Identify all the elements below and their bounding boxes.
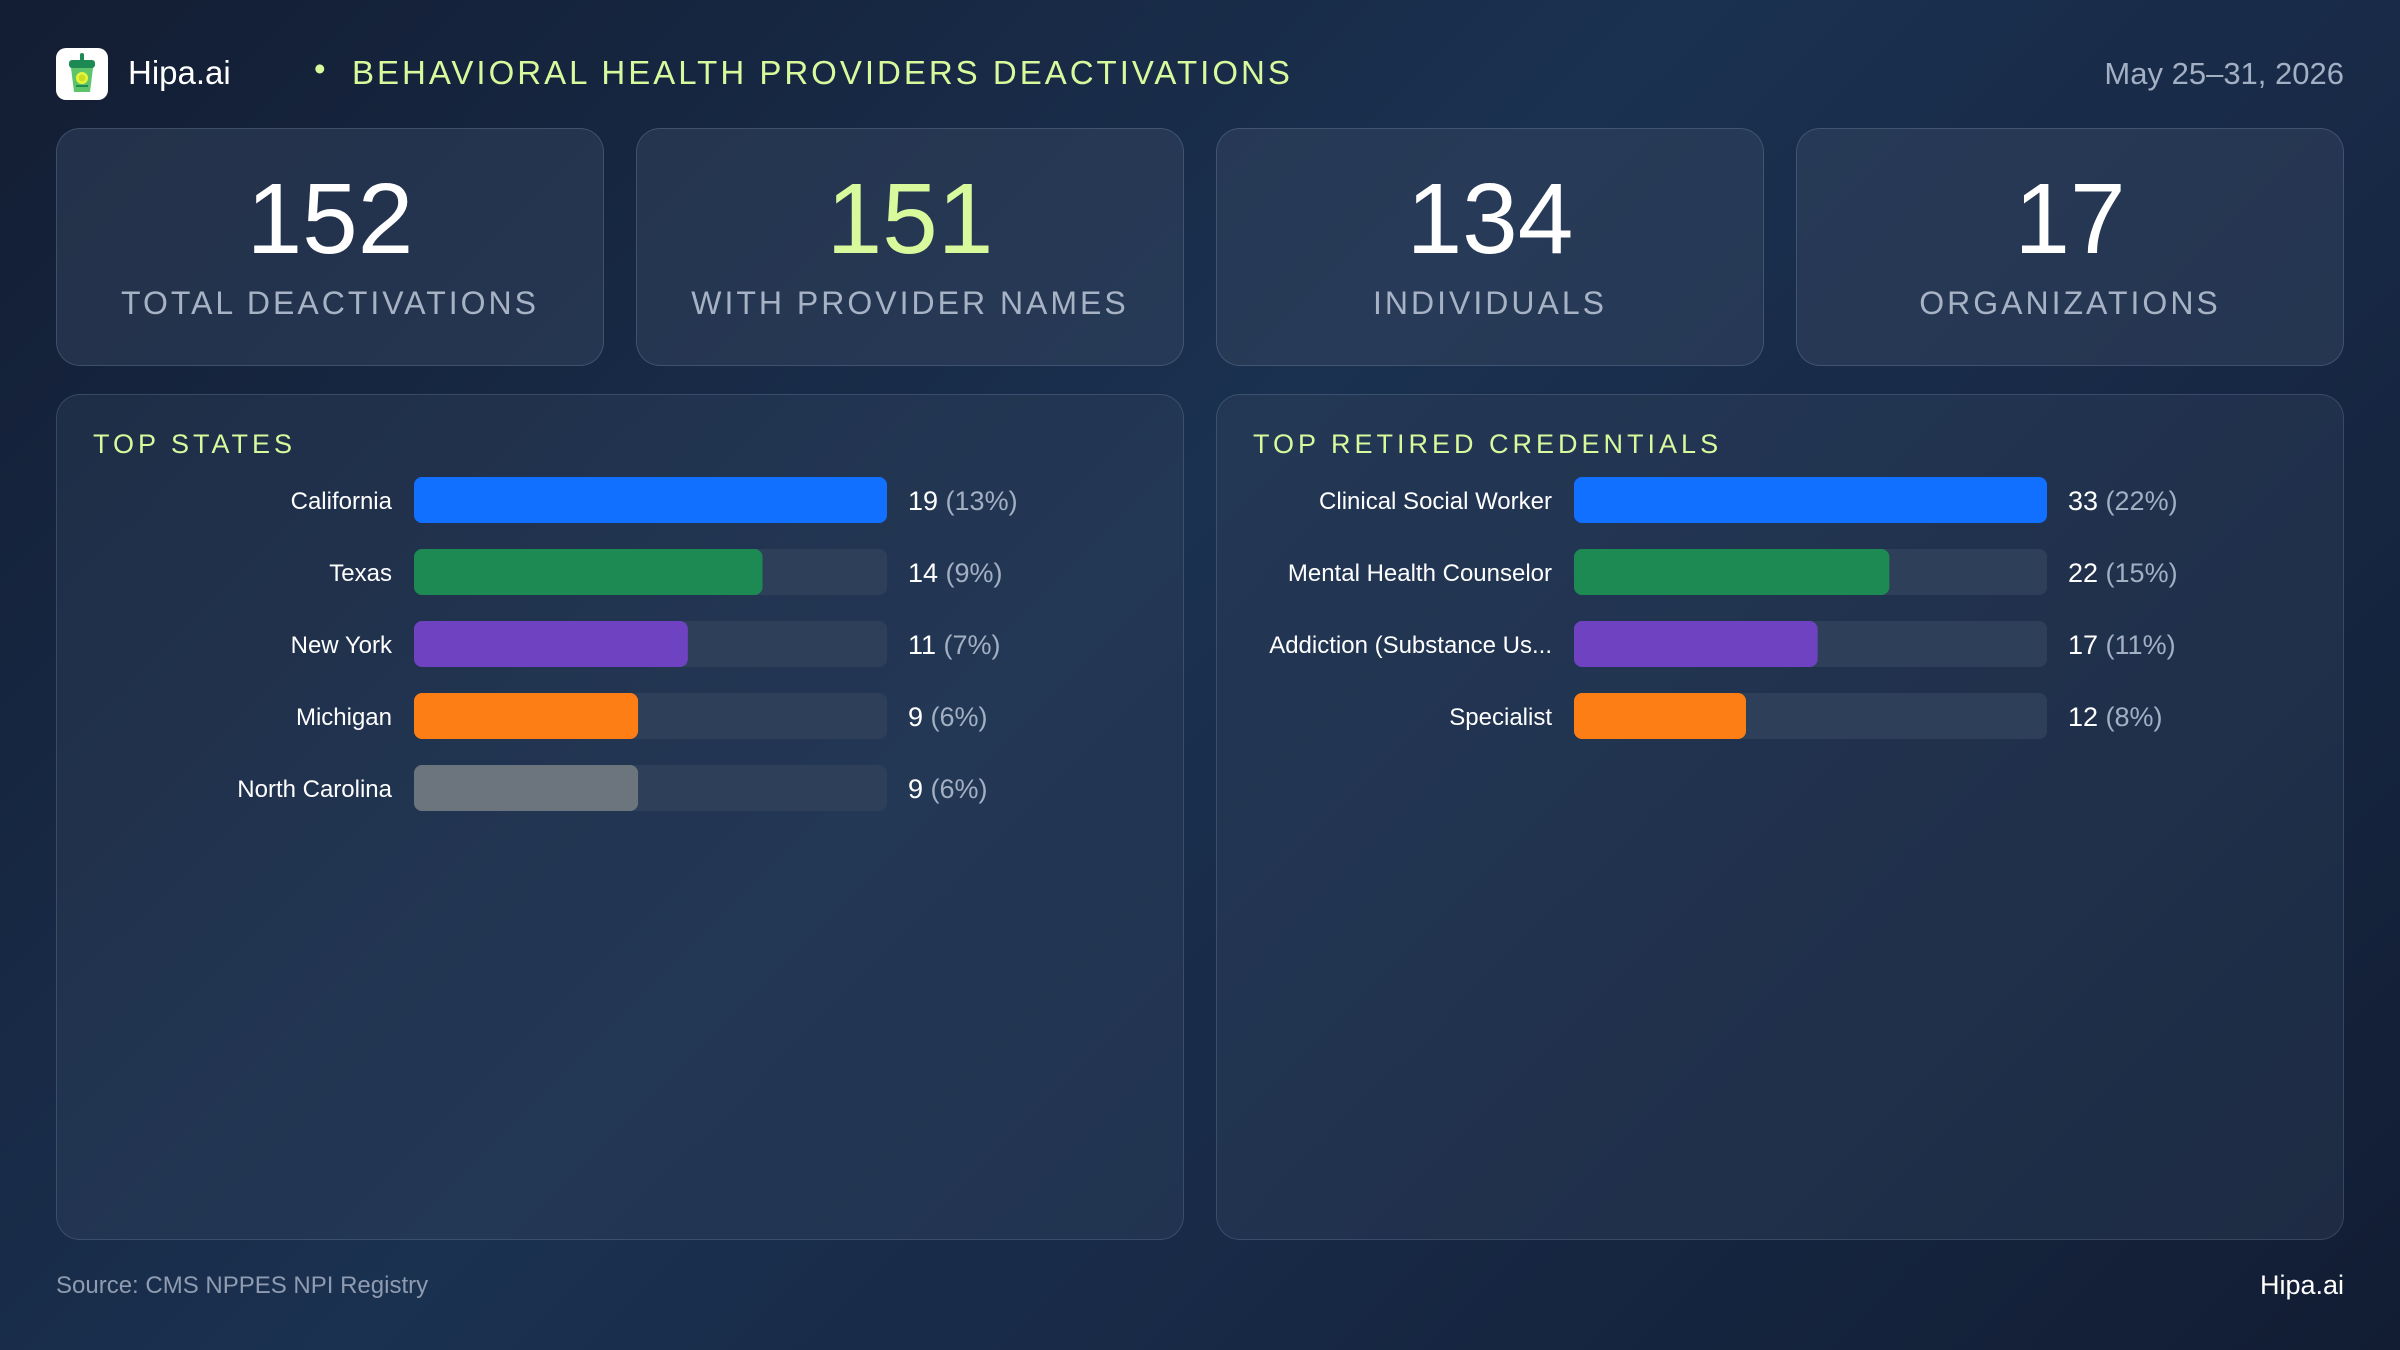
value-number: 17 [2068, 630, 2106, 660]
percent-label: (6%) [931, 702, 988, 732]
category-label: North Carolina [237, 776, 392, 803]
kpi-value: 152 [246, 163, 414, 275]
value-number: 9 [908, 702, 931, 732]
value-number: 12 [2068, 702, 2106, 732]
percent-label: (15%) [2106, 558, 2178, 588]
percent-label: (6%) [931, 774, 988, 804]
top-states-chart: California 19 (13%) Texas 14 (9%) New York 11… [237, 477, 1018, 811]
category-label: Mental Health Counselor [1288, 560, 1552, 587]
value-label: 33 (22%) [2068, 486, 2178, 516]
percent-label: (9%) [946, 558, 1003, 588]
value-label: 19 (13%) [908, 486, 1018, 516]
page-title: BEHAVIORAL HEALTH PROVIDERS DEACTIVATION… [352, 54, 1293, 91]
value-label: 12 (8%) [2068, 702, 2163, 732]
top-states-panel: TOP STATES California 19 (13%) Texas 14 (9%… [56, 394, 1184, 1240]
kpi-label: INDIVIDUALS [1373, 285, 1607, 321]
category-label: Specialist [1449, 704, 1552, 731]
lime-drink-cup-icon [69, 53, 95, 92]
kpi-label: WITH PROVIDER NAMES [691, 285, 1129, 321]
logo [56, 48, 108, 100]
kpi-value: 134 [1406, 163, 1574, 275]
category-label: Michigan [296, 704, 392, 731]
panel-title: TOP STATES [93, 429, 297, 459]
kpi-value: 151 [826, 163, 994, 275]
percent-label: (22%) [2106, 486, 2178, 516]
bar [414, 693, 639, 739]
value-number: 19 [908, 486, 946, 516]
value-number: 11 [908, 630, 944, 660]
bar [1574, 693, 1746, 739]
kpi-value: 17 [2014, 163, 2126, 275]
value-label: 14 (9%) [908, 558, 1003, 588]
bar [1574, 549, 1890, 595]
title-separator: • [314, 50, 326, 87]
kpi-card-individuals: 134 INDIVIDUALS [1216, 128, 1764, 366]
kpi-card-organizations: 17 ORGANIZATIONS [1796, 128, 2344, 366]
bar [414, 765, 639, 811]
kpi-label: TOTAL DEACTIVATIONS [121, 285, 539, 321]
category-label: Clinical Social Worker [1319, 488, 1552, 515]
value-label: 9 (6%) [908, 702, 988, 732]
value-number: 22 [2068, 558, 2106, 588]
percent-label: (11%) [2106, 630, 2176, 660]
kpi-card-with-provider-names: 151 WITH PROVIDER NAMES [636, 128, 1184, 366]
bar [1574, 477, 2047, 523]
value-number: 33 [2068, 486, 2106, 516]
percent-label: (8%) [2106, 702, 2163, 732]
value-number: 14 [908, 558, 946, 588]
value-label: 11 (7%) [908, 630, 1001, 660]
date-range: May 25–31, 2026 [2104, 56, 2344, 91]
value-label: 22 (15%) [2068, 558, 2178, 588]
category-label: New York [291, 632, 393, 659]
bar [414, 621, 688, 667]
top-credentials-chart: Clinical Social Worker 33 (22%) Mental Hea… [1269, 477, 2178, 739]
bar [414, 549, 763, 595]
bar [1574, 621, 1818, 667]
header: Hipa.ai • BEHAVIORAL HEALTH PROVIDERS DE… [56, 46, 2344, 102]
top-credentials-panel: TOP RETIRED CREDENTIALS Clinical Social … [1216, 394, 2344, 1240]
percent-label: (7%) [944, 630, 1001, 660]
category-label: California [291, 488, 393, 515]
kpi-card-total-deactivations: 152 TOTAL DEACTIVATIONS [56, 128, 604, 366]
kpi-label: ORGANIZATIONS [1919, 285, 2221, 321]
bar [414, 477, 887, 523]
brand-name: Hipa.ai [128, 54, 231, 91]
percent-label: (13%) [946, 486, 1018, 516]
panel-title: TOP RETIRED CREDENTIALS [1253, 429, 1723, 459]
footer-brand: Hipa.ai [2259, 1270, 2344, 1300]
category-label: Addiction (Substance Us... [1269, 632, 1552, 659]
value-label: 9 (6%) [908, 774, 988, 804]
source-note: Source: CMS NPPES NPI Registry [56, 1272, 429, 1299]
value-number: 9 [908, 774, 931, 804]
category-label: Texas [329, 560, 392, 587]
value-label: 17 (11%) [2068, 630, 2176, 660]
